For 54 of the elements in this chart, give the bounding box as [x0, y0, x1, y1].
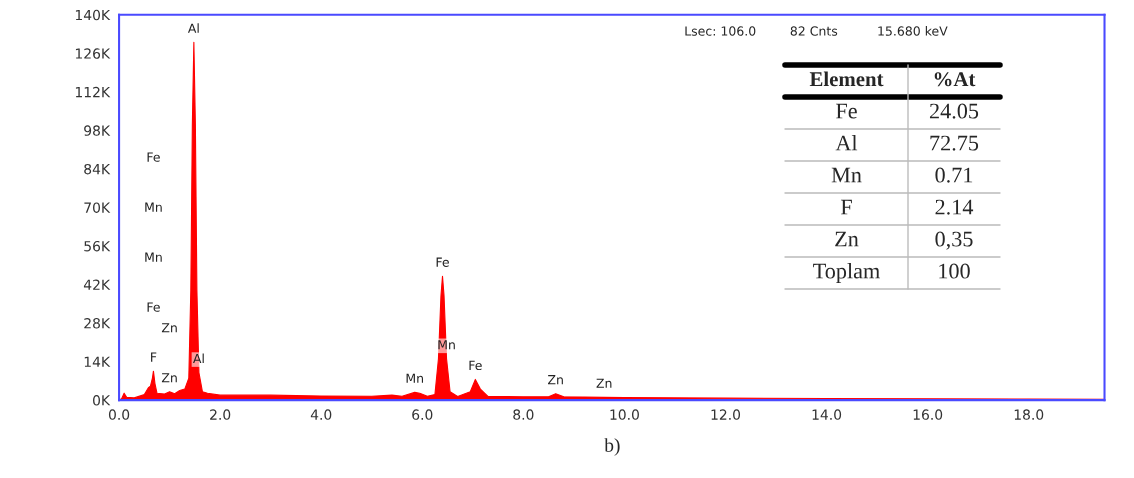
annotation: 15.680 keV [878, 26, 948, 36]
annotation: %At [934, 72, 976, 87]
y-tick-label: 28K [84, 318, 111, 329]
annotation: Zn [835, 231, 859, 247]
text: b) [604, 438, 620, 456]
annotation: Fe [147, 152, 160, 162]
x-tick-label: 2.0 [210, 409, 231, 420]
annotation: Mn [145, 202, 162, 212]
annotation: Zn [161, 373, 177, 383]
annotation: Toplam [813, 262, 880, 284]
annotation: Zn [548, 375, 563, 385]
x-tick-label: 12.0 [711, 409, 741, 420]
x-tick-label: 6.0 [412, 409, 433, 420]
annotation: Mn [145, 252, 162, 262]
annotation: Al [187, 23, 199, 33]
y-tick-label: 98K [84, 125, 111, 136]
x-tick-label: 16.0 [913, 409, 943, 420]
annotation: 82 Cnts [790, 26, 838, 36]
annotation: Mn [831, 167, 862, 183]
annotation: Mn [406, 373, 423, 383]
y-tick-label: 70K [84, 202, 111, 213]
annotation: F [840, 199, 852, 215]
annotation: Mn [438, 340, 455, 350]
y-tick-label: 126K [75, 48, 111, 59]
annotation: Zn [596, 378, 612, 388]
annotation: 2.14 [935, 199, 974, 215]
y-tick-label: 84K [84, 163, 111, 175]
annotation: 72.75 [930, 135, 979, 151]
x-tick-label: 10.0 [610, 409, 639, 420]
x-tick-label: 0.0 [108, 409, 130, 420]
x-tick-label: 14.0 [812, 409, 842, 420]
annotation: 0.71 [935, 167, 973, 183]
annotation: 24.05 [929, 103, 979, 119]
annotation: 100 [939, 263, 970, 279]
annotation: Fe [436, 257, 449, 267]
y-tick-label: 56K [84, 240, 111, 252]
annotation: Zn [161, 323, 177, 333]
annotation: Element [809, 71, 884, 87]
y-tick-label: 0K [93, 395, 111, 406]
annotation: F [151, 352, 157, 362]
y-tick-label: 42K [83, 279, 111, 290]
annotation: Fe [469, 360, 482, 371]
x-tick-label: 4.0 [310, 409, 332, 420]
annotation: Fe [147, 302, 160, 312]
y-tick-label: 140K [75, 9, 111, 21]
annotation: Al [835, 134, 858, 151]
annotation: Fe [836, 103, 857, 119]
y-tick-label: 112K [75, 86, 111, 98]
annotation: 0,35 [935, 231, 973, 250]
y-tick-label: 14K [84, 356, 111, 367]
annotation: Lsec: 106.0 [685, 26, 756, 36]
x-tick-label: 8.0 [513, 409, 534, 420]
annotation: Al [193, 353, 204, 364]
x-tick-label: 18.0 [1014, 409, 1044, 420]
